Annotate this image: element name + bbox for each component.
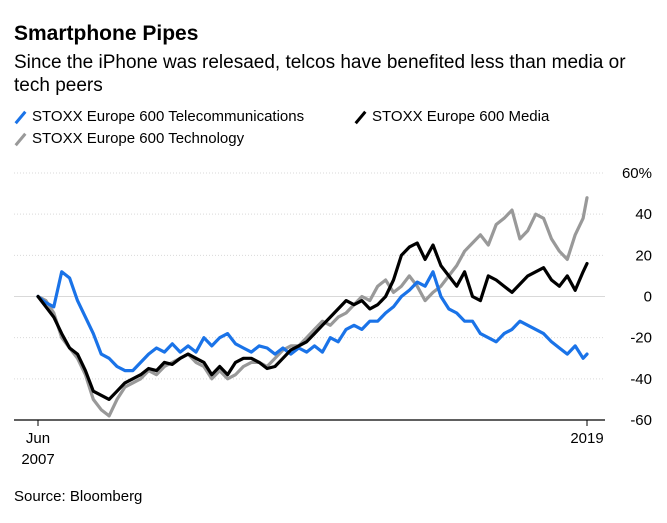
y-axis-tick-labels: 60% 40 20 0 -20 -40 -60 (622, 165, 652, 429)
x-tick-label-year: 2007 (21, 451, 54, 468)
y-tick-label: 40 (635, 206, 652, 223)
x-tick-label: 2019 (570, 430, 603, 447)
y-tick-label: -40 (630, 371, 652, 388)
legend-item-media: STOXX Europe 600 Media (354, 108, 549, 125)
legend-label-technology: STOXX Europe 600 Technology (32, 130, 245, 147)
legend-item-technology: STOXX Europe 600 Technology (14, 130, 244, 147)
y-tick-label: 0 (644, 289, 652, 306)
x-tick-label: Jun (26, 430, 50, 447)
series-line-stoxx-europe-600-media (36, 241, 589, 401)
y-tick-label: -20 (630, 330, 652, 347)
y-tick-label: 20 (635, 247, 652, 264)
series-lines (36, 196, 589, 418)
legend-label-telecom: STOXX Europe 600 Telecommunications (32, 108, 305, 125)
y-tick-label: -60 (630, 412, 652, 429)
chart-title: Smartphone Pipes (14, 22, 199, 45)
x-axis-ticks: Jun 2007 2019 (21, 420, 604, 468)
source-note: Source: Bloomberg (14, 488, 143, 505)
legend-item-telecom: STOXX Europe 600 Telecommunications (14, 108, 304, 125)
series-line-stoxx-europe-600-telecommunications (36, 270, 589, 373)
y-tick-label: 60% (622, 165, 652, 182)
legend-label-media: STOXX Europe 600 Media (372, 108, 550, 125)
gridlines (14, 172, 605, 421)
chart-subtitle: Since the iPhone was relesaed, telcos ha… (14, 52, 626, 96)
series-line-stoxx-europe-600-technology (36, 196, 589, 418)
